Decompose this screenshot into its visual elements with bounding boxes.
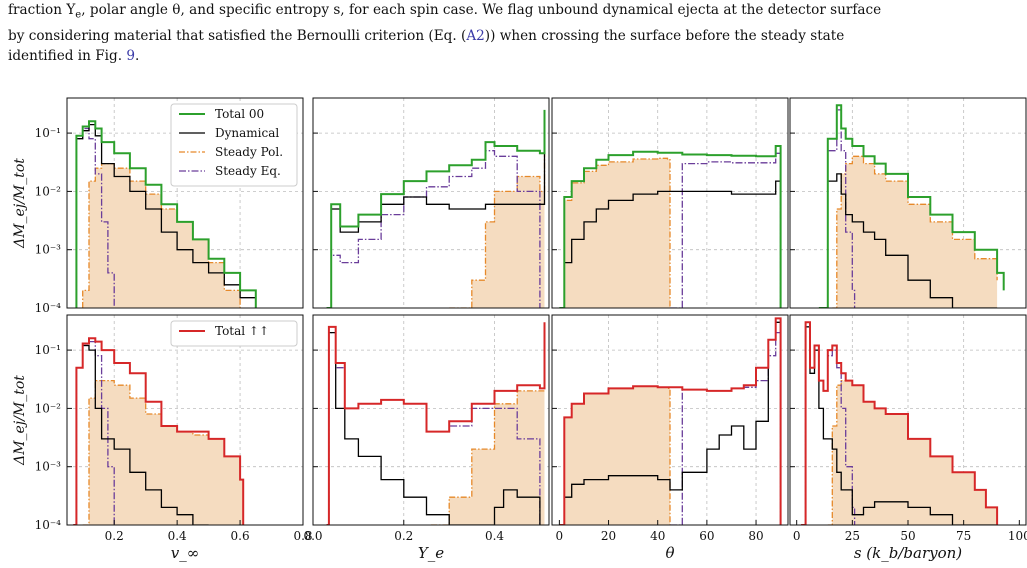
steady-pol-fill	[827, 380, 998, 525]
figure-link[interactable]: 9	[126, 47, 135, 64]
series-pol	[449, 115, 546, 308]
caption-line-1: fraction Ye, polar angle θ, and specific…	[8, 2, 882, 21]
y-tick-label: 10⁻³	[35, 243, 62, 257]
panel-1-2: 0 20 40 60 80 θ	[551, 314, 789, 562]
steady-pol-fill	[559, 158, 670, 308]
x-axis-label: s (k_b/baryon)	[854, 544, 962, 562]
steady-pol-fill	[832, 156, 998, 308]
x-tick-label: 20	[601, 529, 616, 543]
panel-1-3: 0 25 50 75 100 s (k_b/baryon)	[789, 314, 1027, 562]
legend-entry: Steady Pol.	[215, 145, 283, 159]
series-total	[801, 321, 999, 525]
y-tick-label: 10⁻⁴	[35, 301, 62, 315]
steady-pol-fill	[82, 380, 244, 525]
caption-line-3: identified in Fig. 9.	[8, 47, 140, 64]
series-total	[75, 120, 257, 308]
panel-0-0: 10⁻¹ 10⁻² 10⁻³ 10⁻⁴ ΔM_ej/M_tot Total 00 Dynam…	[12, 97, 304, 315]
x-axis-label: θ	[665, 544, 674, 562]
series-total	[559, 145, 782, 308]
panel-1-0: 10⁻¹ 10⁻² 10⁻³ 10⁻⁴ 0.2 0.4 0.6 0.8 v_∞ ΔM_ej/M_t…	[12, 314, 313, 562]
plot-frame	[66, 97, 304, 309]
legend-entry: Total ↑↑	[215, 324, 269, 338]
series-total	[73, 337, 245, 525]
series-pol	[431, 324, 546, 525]
legend-box	[170, 103, 298, 187]
plot-frame	[66, 314, 304, 526]
steady-pol-fill	[431, 324, 545, 525]
steady-pol-fill	[559, 386, 670, 525]
x-tick-label: 80	[748, 529, 763, 543]
plot-frame	[551, 314, 789, 526]
series-eq	[823, 109, 856, 308]
x-tick-label: 50	[900, 529, 915, 543]
x-tick-label: 0.4	[168, 529, 187, 543]
x-tick-label: 0	[793, 529, 801, 543]
y-tick-label: 10⁻¹	[35, 343, 61, 357]
plot-frame	[312, 97, 550, 309]
x-tick-label: 40	[650, 529, 665, 543]
series-dynamical	[818, 173, 998, 308]
series-dynamical	[326, 331, 541, 525]
y-tick-label: 10⁻²	[35, 184, 62, 198]
legend-entry: Dynamical	[215, 126, 279, 140]
series-pol	[559, 157, 671, 308]
x-axis-label: Y_e	[418, 544, 444, 562]
x-tick-label: 0.8	[293, 529, 312, 543]
x-tick-label: 0	[556, 529, 564, 543]
y-axis-label: ΔM_ej/M_tot	[12, 158, 28, 249]
series-eq	[670, 152, 782, 308]
x-tick-label: 0.2	[105, 529, 124, 543]
panel-0-3	[789, 97, 1027, 309]
x-tick-label: 100	[1008, 529, 1027, 543]
y-tick-label: 10⁻¹	[35, 126, 61, 140]
figure-caption: fraction Ye, polar angle θ, and specific…	[8, 0, 1020, 66]
x-tick-label: 60	[699, 529, 714, 543]
series-total	[326, 322, 546, 525]
x-tick-label: 0.6	[231, 529, 250, 543]
panel-0-2	[551, 97, 789, 309]
y-axis-label: ΔM_ej/M_tot	[12, 375, 28, 466]
series-dynamical	[559, 321, 782, 525]
plot-frame	[789, 97, 1027, 309]
steady-pol-fill	[449, 115, 545, 308]
series-dynamical	[559, 180, 782, 308]
x-axis-label: v_∞	[171, 544, 199, 562]
x-tick-label: 0.2	[394, 529, 413, 543]
legend-entry: Total 00	[215, 107, 264, 121]
x-tick-label: 0.4	[485, 529, 504, 543]
x-tick-label: 0.0	[303, 529, 322, 543]
legend-box	[170, 320, 298, 347]
series-total	[559, 317, 782, 525]
series-eq	[670, 331, 782, 525]
caption-line-2: by considering material that satisfied t…	[8, 27, 845, 44]
steady-pol-fill	[82, 163, 241, 308]
series-total	[326, 109, 546, 308]
y-tick-label: 10⁻²	[35, 401, 62, 415]
plot-frame	[312, 314, 550, 526]
equation-link[interactable]: A2	[466, 27, 485, 44]
y-tick-label: 10⁻⁴	[35, 518, 62, 532]
y-tick-label: 10⁻³	[35, 460, 62, 474]
x-tick-label: 75	[956, 529, 971, 543]
x-tick-label: 25	[845, 529, 860, 543]
panel-1-1: 0.0 0.2 0.4 Y_e	[303, 314, 550, 562]
panel-0-1	[312, 97, 550, 309]
series-total	[818, 104, 1005, 308]
legend-entry: Steady Eq.	[215, 164, 281, 178]
plot-frame	[551, 97, 789, 309]
